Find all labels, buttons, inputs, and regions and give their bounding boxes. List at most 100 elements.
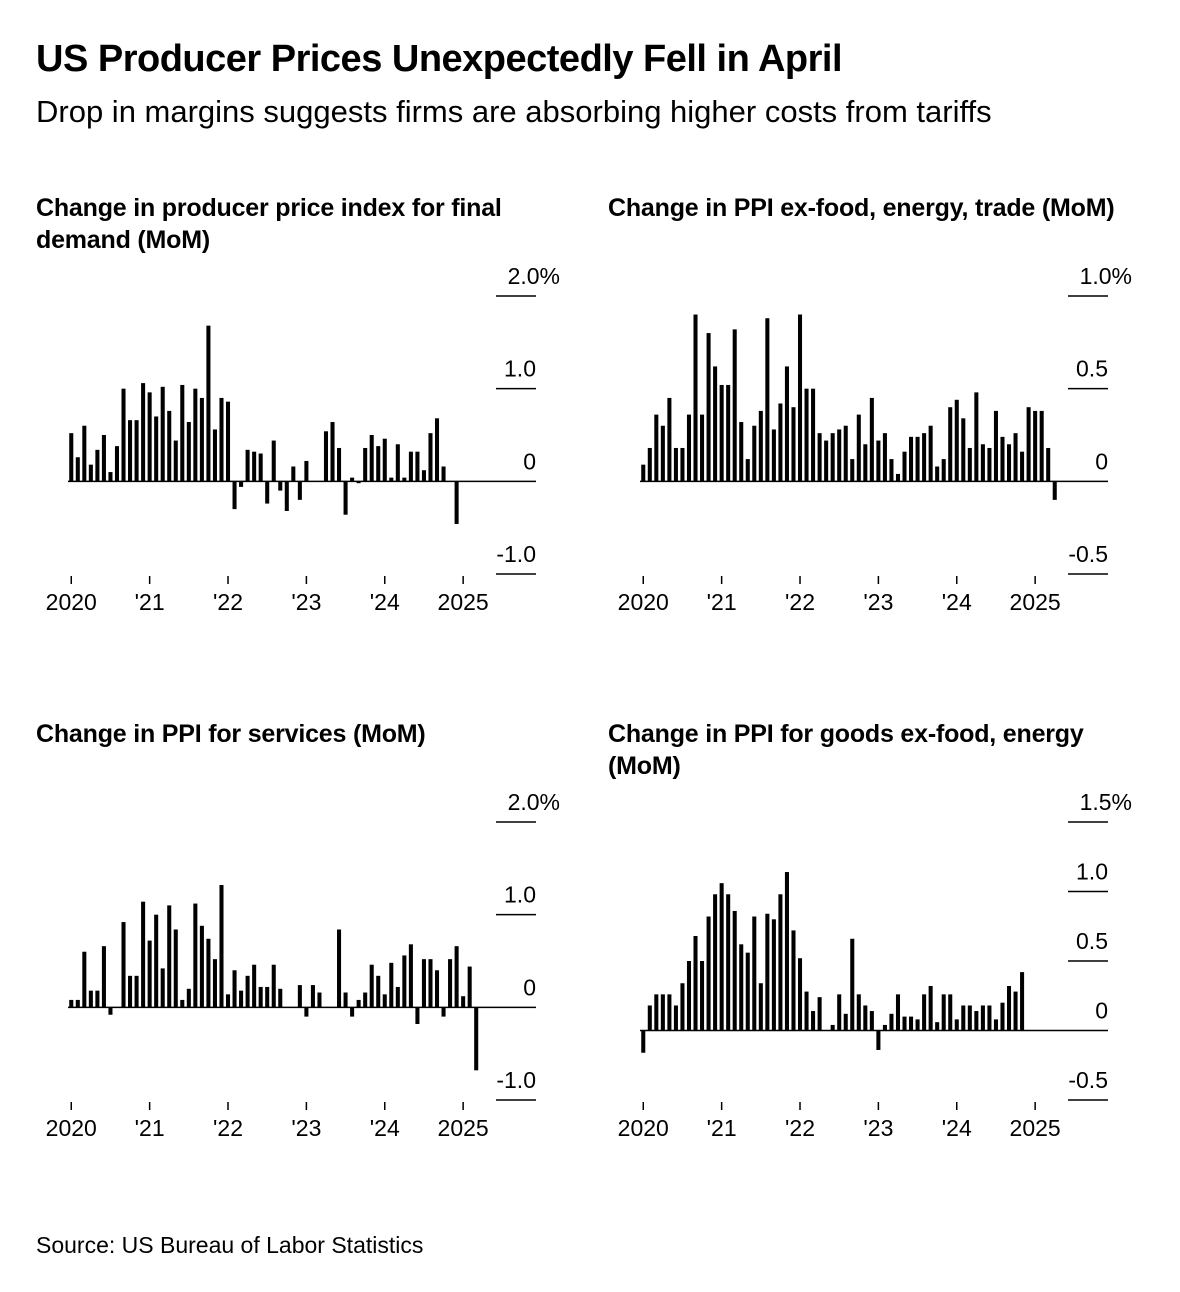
bar [732, 329, 737, 482]
page-subtitle: Drop in margins suggests firms are absor… [36, 94, 992, 129]
bar [765, 318, 770, 482]
bar [686, 414, 692, 482]
bar [1039, 410, 1044, 482]
bar [467, 966, 472, 1008]
bar-chart-final-demand: 2.0% 1.0 0 -1.0 2020 '21 '22 '23 '24 2025 [46, 263, 560, 615]
bar-chart-goods-ex-food-energy: 1.5% 1.0 0.5 0 -0.5 2020 '21 '22 '23 '24 2025 [618, 789, 1132, 1141]
bar [928, 986, 933, 1031]
bar [310, 985, 315, 1008]
bar [160, 968, 165, 1008]
bar [739, 944, 744, 1031]
bar [154, 416, 159, 482]
bar [876, 1030, 881, 1050]
bar [935, 466, 940, 482]
x-tick-label: '21 [707, 1115, 737, 1141]
bar [909, 1016, 914, 1031]
bar [895, 473, 901, 482]
bar [641, 1030, 646, 1053]
bar [219, 885, 224, 1008]
bar [771, 919, 776, 1031]
bar [1013, 991, 1018, 1031]
bar [745, 952, 750, 1031]
x-tick-label: 2020 [46, 589, 97, 615]
y-tick-label: 1.0 [1076, 859, 1108, 885]
page-title: US Producer Prices Unexpectedly Fell in … [36, 38, 843, 80]
x-tick-label: '24 [370, 589, 400, 615]
bar [415, 451, 420, 482]
bar [428, 959, 433, 1008]
bar [974, 1011, 979, 1031]
bar [902, 451, 907, 482]
bar [863, 1005, 868, 1031]
y-tick-label: 1.5% [1080, 789, 1132, 815]
y-tick-label: 0 [523, 974, 536, 1000]
bar [673, 447, 678, 482]
bar [389, 962, 394, 1008]
chart-panel-goods-ex-food-energy: Change in PPI for goods ex-food, energy … [608, 718, 1168, 1158]
bar [667, 397, 672, 482]
bar [797, 958, 803, 1031]
bar [356, 999, 361, 1008]
bar [654, 994, 659, 1031]
bar [350, 1007, 355, 1017]
bar [271, 964, 276, 1008]
bar [448, 959, 453, 1008]
y-tick-label: 0.5 [1076, 356, 1108, 382]
bar [134, 420, 139, 482]
bar [941, 994, 946, 1031]
bar [245, 975, 250, 1008]
bar [461, 996, 466, 1008]
bar [448, 481, 453, 482]
bar [752, 425, 757, 482]
bar [843, 1013, 848, 1031]
bar [323, 431, 329, 482]
bar [258, 986, 263, 1008]
bar [343, 481, 348, 515]
bar [980, 1005, 985, 1031]
bar [706, 333, 711, 482]
bar [389, 477, 394, 482]
bar [1046, 447, 1051, 482]
bar [954, 399, 959, 482]
bar [791, 930, 796, 1031]
bar [967, 1005, 972, 1031]
bar [980, 444, 985, 482]
bar [1020, 451, 1025, 482]
bar [271, 440, 276, 482]
bar [961, 418, 966, 482]
bar [356, 481, 361, 484]
bar [1000, 436, 1005, 482]
bar [713, 366, 718, 482]
y-tick-label: 1.0% [1080, 263, 1132, 289]
chart-title: Change in PPI ex-food, energy, trade (Mo… [608, 194, 1115, 222]
bar [647, 1005, 652, 1031]
bar [856, 994, 861, 1031]
bar [167, 905, 172, 1008]
bar [850, 459, 855, 482]
bar [915, 436, 920, 482]
bar [869, 397, 874, 482]
bar [732, 910, 737, 1031]
bar [974, 392, 979, 482]
bar [993, 1019, 998, 1031]
bar [225, 401, 231, 482]
x-tick-label: '22 [785, 589, 815, 615]
bar [693, 314, 698, 482]
bar [310, 481, 315, 482]
x-tick-label: 2025 [438, 1115, 489, 1141]
bar [778, 894, 783, 1031]
bar [265, 986, 270, 1008]
bar [232, 970, 237, 1008]
bar [284, 481, 289, 511]
bar [212, 959, 217, 1008]
bar [128, 420, 133, 482]
bar [804, 991, 809, 1031]
bar [1026, 407, 1031, 482]
x-tick-label: '24 [942, 589, 972, 615]
y-tick-label: -0.5 [1068, 1067, 1108, 1093]
bar [297, 481, 302, 500]
bar [706, 916, 711, 1031]
bar [173, 440, 178, 482]
bar [434, 970, 440, 1008]
y-tick-label: -1.0 [496, 541, 536, 567]
